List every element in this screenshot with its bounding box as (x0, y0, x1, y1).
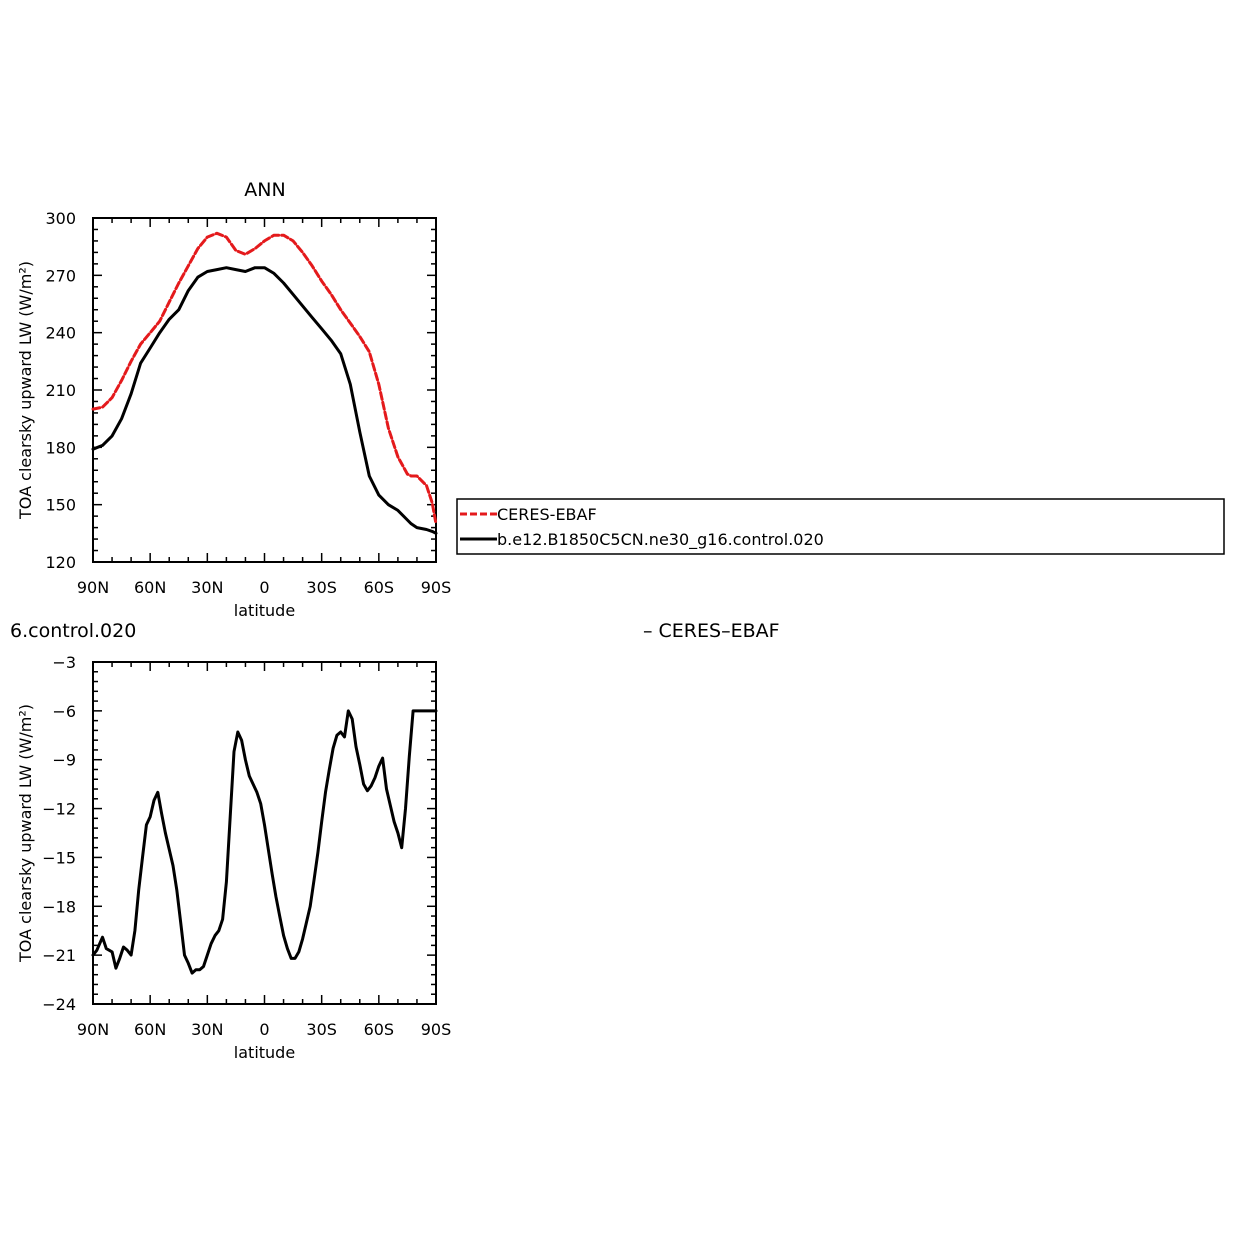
series-line-0 (91, 709, 438, 975)
y-axis-label: TOA clearsky upward LW (W/m²) (16, 261, 35, 520)
x-axis-label: latitude (234, 1043, 295, 1062)
x-tick-label: 90S (421, 1020, 452, 1039)
x-tick-label: 90N (77, 1020, 109, 1039)
chart-subtitle: – CERES–EBAF (643, 620, 780, 642)
panel-annual-mean: 90N 60N 30N 0 30S 60S 90S 120 150 180 210 240 270 300… (16, 179, 451, 620)
y-tick-label: 270 (45, 266, 76, 285)
y-tick-label: 180 (45, 438, 76, 457)
x-tick-label: 0 (259, 1020, 269, 1039)
y-tick-label: −18 (42, 897, 76, 916)
legend-entry-0: CERES-EBAF (497, 505, 597, 524)
plot-frame (92, 217, 437, 563)
y-tick-label: −15 (42, 848, 76, 867)
y-tick-label: −21 (42, 946, 76, 965)
y-tick-label: −12 (42, 800, 76, 819)
x-tick-label: 30N (191, 1020, 223, 1039)
y-axis-label: TOA clearsky upward LW (W/m²) (16, 704, 35, 963)
y-tick-label: −24 (42, 995, 76, 1014)
y-tick-label: 210 (45, 381, 76, 400)
legend-entry-1: b.e12.B1850C5CN.ne30_g16.control.020 (497, 530, 824, 550)
x-tick-label: 90S (421, 578, 452, 597)
x-tick-label: 60S (364, 1020, 395, 1039)
y-tick-label: 300 (45, 209, 76, 228)
y-tick-label: 150 (45, 496, 76, 515)
x-tick-label: 90N (77, 578, 109, 597)
panel-difference: 90N 60N 30N 0 30S 60S 90S −24 −21 −18 −15 −12 −9 −6 −3… (10, 620, 780, 1062)
x-tick-label: 30N (191, 578, 223, 597)
y-tick-label: 240 (45, 324, 76, 343)
series-line-0 (91, 231, 438, 526)
x-tick-label: 30S (306, 578, 337, 597)
x-tick-label: 60S (364, 578, 395, 597)
chart-title: 6.control.020 (10, 620, 136, 642)
chart-title: ANN (244, 179, 285, 201)
y-tick-label: 120 (45, 553, 76, 572)
x-tick-label: 0 (259, 578, 269, 597)
legend-box (456, 498, 1225, 555)
y-tick-label: −9 (52, 751, 76, 770)
x-tick-label: 60N (134, 1020, 166, 1039)
x-tick-label: 30S (306, 1020, 337, 1039)
series-line-1 (91, 266, 438, 535)
x-tick-label: 60N (134, 578, 166, 597)
y-tick-label: −6 (52, 702, 76, 721)
legend: CERES-EBAF b.e12.B1850C5CN.ne30_g16.contr… (456, 498, 1225, 555)
x-axis-label: latitude (234, 601, 295, 620)
y-tick-label: −3 (52, 653, 76, 672)
